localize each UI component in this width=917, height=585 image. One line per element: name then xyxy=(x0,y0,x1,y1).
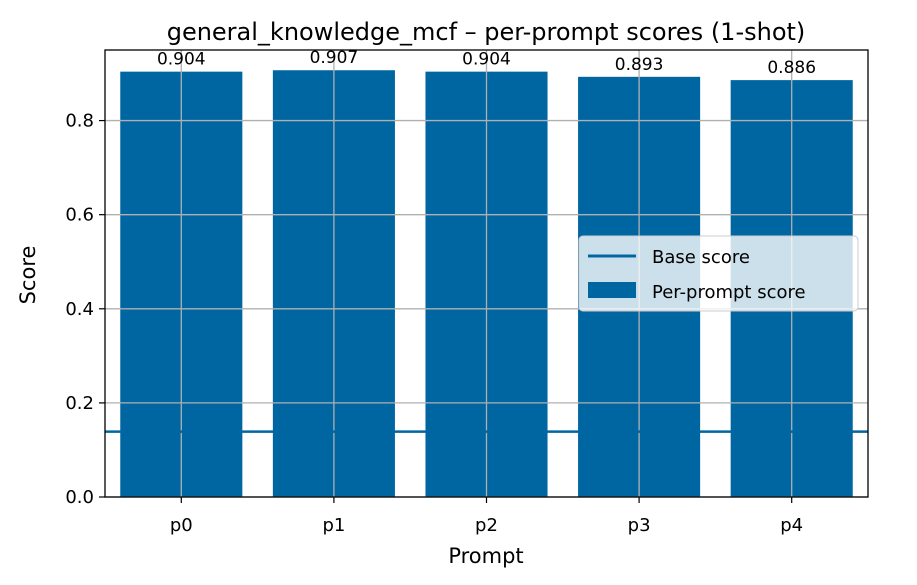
data-label-p0: 0.904 xyxy=(157,50,206,70)
data-label-p2: 0.904 xyxy=(462,50,511,70)
axes-frame xyxy=(104,49,869,498)
x-tick-label: p4 xyxy=(780,515,803,536)
x-axis-label: Prompt xyxy=(448,544,523,568)
legend: Base score Per-prompt score xyxy=(578,235,859,312)
x-tick-label: p3 xyxy=(628,515,651,536)
legend-box xyxy=(578,235,859,312)
legend-base-score-label: Base score xyxy=(652,247,750,268)
y-tick-label: 0.6 xyxy=(65,205,94,226)
data-label-p1: 0.907 xyxy=(310,48,359,68)
y-tick-label: 0.4 xyxy=(65,299,94,320)
chart-title: general_knowledge_mcf – per-prompt score… xyxy=(167,18,806,46)
data-label-p3: 0.893 xyxy=(615,55,664,75)
y-axis-label: Score xyxy=(16,246,40,305)
x-tick-label: p0 xyxy=(170,515,193,536)
legend-per-prompt-label: Per-prompt score xyxy=(652,282,806,303)
y-tick-label: 0.0 xyxy=(65,487,94,508)
data-label-p4: 0.886 xyxy=(767,58,816,78)
x-tick-label: p2 xyxy=(475,515,498,536)
y-tick-label: 0.2 xyxy=(65,393,94,414)
legend-bar-swatch xyxy=(588,282,636,298)
y-tick-label: 0.8 xyxy=(65,111,94,132)
x-tick-label: p1 xyxy=(322,515,345,536)
